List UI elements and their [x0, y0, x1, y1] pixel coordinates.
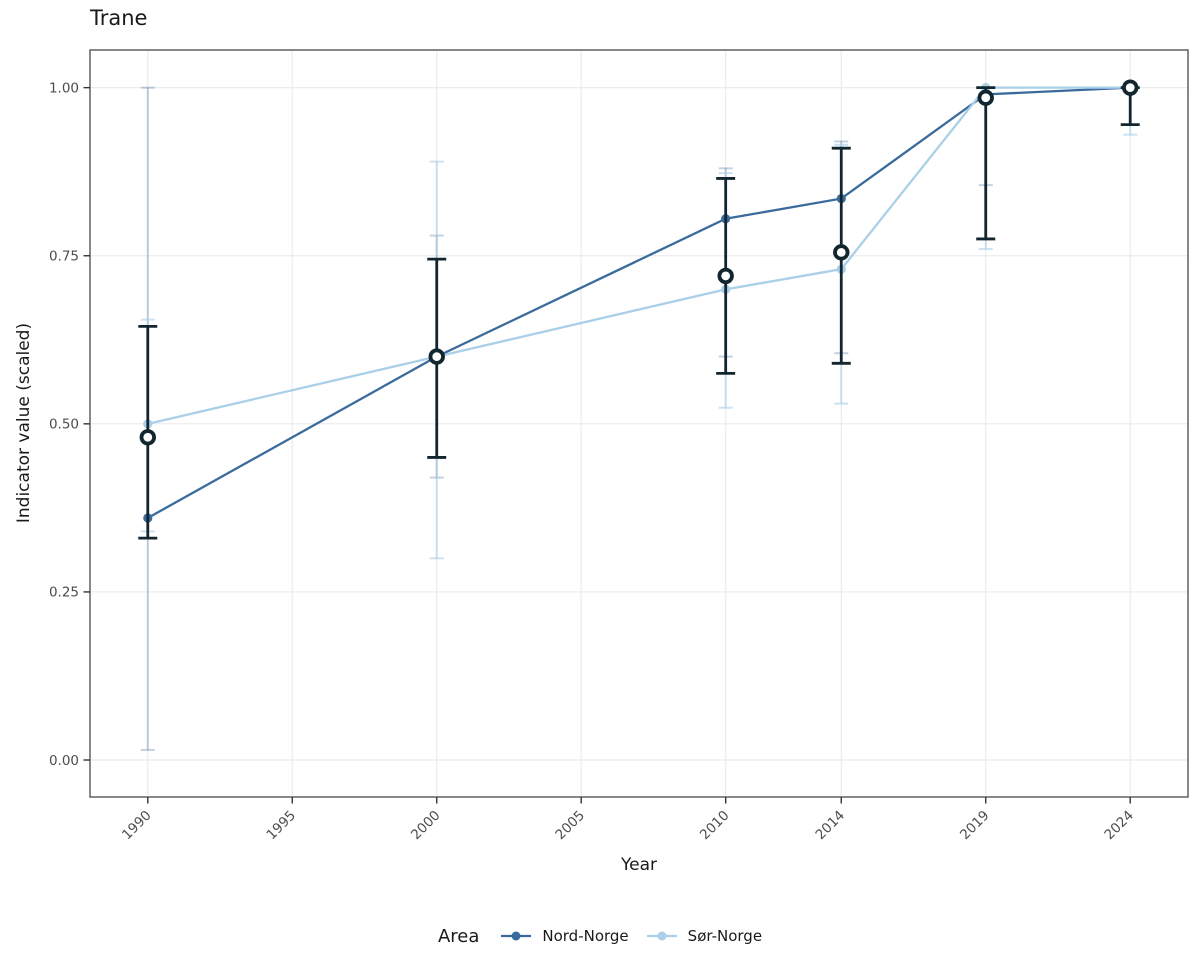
overlay-open-circle — [833, 244, 850, 261]
line-dot-key-icon — [646, 931, 677, 941]
x-tick-label: 2024 — [1101, 808, 1137, 844]
overlay-open-circle — [977, 89, 994, 106]
y-tick-label: 0.25 — [49, 585, 79, 601]
series-line — [147, 86, 1131, 425]
legend-title: Area — [437, 925, 480, 947]
legend-item-label: Sør-Norge — [687, 927, 763, 945]
overlay-open-circle — [139, 429, 156, 446]
overlay-open-circle — [1122, 79, 1139, 96]
legend-item-sor-norge: Sør-Norge — [645, 927, 762, 945]
x-tick-label: 2010 — [697, 808, 733, 844]
x-tick-label: 2000 — [408, 808, 444, 844]
line-dot-key-icon — [501, 931, 532, 941]
x-tick-label: 1990 — [119, 808, 155, 844]
chart-title: Trane — [90, 6, 148, 30]
y-axis-title: Indicator value (scaled) — [14, 322, 34, 524]
legend-item-nord-norge: Nord-Norge — [499, 927, 629, 945]
y-tick-label: 0.50 — [49, 417, 79, 433]
overlay-open-circle — [428, 348, 445, 365]
x-tick-label: 1995 — [263, 808, 299, 844]
legend: Area Nord-Norge Sør-Norge — [0, 918, 1200, 954]
y-tick-label: 0.00 — [49, 753, 79, 769]
y-tick-label: 0.75 — [49, 249, 79, 265]
x-tick-label: 2005 — [552, 808, 588, 844]
y-tick-label: 1.00 — [49, 80, 79, 96]
x-axis-title: Year — [621, 855, 657, 875]
overlay-open-circle — [717, 267, 734, 285]
x-tick-label: 2014 — [812, 808, 848, 844]
x-tick-label: 2019 — [957, 808, 993, 844]
plot-canvas: 0.00 0.25 0.50 0.75 1.00 1990 1995 2000 2005 2010… — [49, 49, 1189, 844]
series-line — [147, 86, 1131, 519]
legend-item-label: Nord-Norge — [542, 927, 629, 945]
